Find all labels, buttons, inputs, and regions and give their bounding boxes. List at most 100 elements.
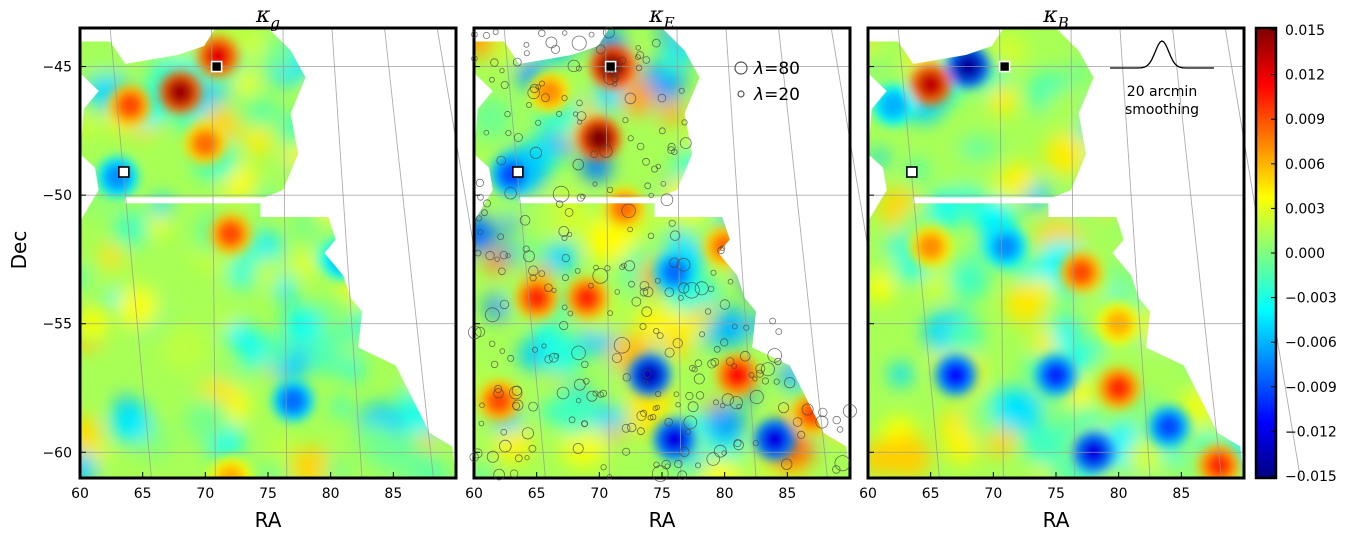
y-tick-label: −60 xyxy=(42,445,72,461)
map-texture-blob xyxy=(777,360,805,388)
peak-circle xyxy=(522,245,530,253)
peak-circle xyxy=(606,474,613,480)
peak-circle xyxy=(631,296,642,307)
map-texture-blob xyxy=(382,291,415,324)
peak-circle xyxy=(482,31,491,40)
peak-circle xyxy=(576,119,583,125)
peak-circle xyxy=(523,41,530,48)
peak-circle xyxy=(556,386,570,400)
peak-circle xyxy=(644,182,652,190)
peak-circle xyxy=(512,57,522,67)
map-texture-blob xyxy=(1064,319,1081,337)
map-texture-blob xyxy=(153,28,195,58)
peak-circle xyxy=(568,416,576,424)
map-texture-blob xyxy=(1141,140,1165,164)
panel-kappa-e: 60 65 70 75 80 85 xyxy=(465,26,907,502)
map-texture-blob xyxy=(398,376,443,421)
peak-circle xyxy=(674,459,683,469)
peak-circle xyxy=(797,430,806,439)
map-texture-blob xyxy=(383,138,423,178)
peak-circle xyxy=(603,70,618,85)
map-texture-blob xyxy=(1182,342,1228,388)
map-hotspot xyxy=(879,91,908,120)
map-hotspot xyxy=(279,386,308,415)
map-texture-blob xyxy=(750,28,778,46)
peak-circle xyxy=(664,287,675,298)
peak-circle xyxy=(612,352,623,363)
peak-circle xyxy=(499,68,505,74)
peak-circle xyxy=(832,415,841,425)
ra-grid-line xyxy=(725,27,757,479)
peak-circle xyxy=(627,422,637,433)
peak-circle xyxy=(606,186,614,194)
x-tick-label: 75 xyxy=(259,486,277,502)
peak-circle xyxy=(710,357,720,367)
map-texture-blob xyxy=(359,122,385,147)
peak-circle xyxy=(527,86,540,100)
peak-circle xyxy=(600,464,607,471)
peak-circle xyxy=(721,450,727,456)
peak-circle xyxy=(475,215,483,222)
map-hotspot xyxy=(216,464,245,478)
colorbar-tick-label: 0.000 xyxy=(1285,246,1325,262)
peak-circle xyxy=(687,401,699,413)
peak-circle xyxy=(481,209,488,217)
peak-circle xyxy=(641,306,652,318)
colorbar-tick-label: −0.006 xyxy=(1285,335,1337,351)
map-texture-blob xyxy=(706,403,746,443)
peak-circle xyxy=(593,264,599,271)
map-texture-blob xyxy=(797,39,829,71)
map-hotspot-halo xyxy=(209,457,252,478)
peak-circle xyxy=(483,129,490,136)
peak-circle xyxy=(778,402,790,414)
map-texture-blob xyxy=(1196,285,1232,321)
peak-circle xyxy=(725,357,735,366)
map-texture-blob xyxy=(1142,317,1174,349)
map-texture-blob xyxy=(411,173,434,195)
x-tick-label: 60 xyxy=(465,486,483,502)
x-tick-label: 60 xyxy=(71,486,89,502)
colorbar-tick-label: 0.015 xyxy=(1285,23,1325,39)
map-hotspot xyxy=(535,78,564,107)
peak-circle xyxy=(474,326,486,337)
peak-circle xyxy=(654,390,662,397)
map-texture-blob xyxy=(1102,260,1126,284)
peak-circle xyxy=(836,426,844,433)
peak-circle xyxy=(471,31,478,38)
peak-circle xyxy=(681,119,688,126)
peak-circle xyxy=(494,256,500,262)
map-hotspot xyxy=(660,258,689,287)
peak-circle xyxy=(574,267,581,274)
peak-circle xyxy=(624,92,637,105)
peak-circle xyxy=(673,391,680,398)
map-texture-blob xyxy=(441,245,456,267)
peak-circle xyxy=(720,402,726,409)
peak-circle xyxy=(538,29,546,37)
peak-circle xyxy=(621,203,636,219)
peak-circle xyxy=(752,440,759,447)
map-texture-blob xyxy=(345,249,380,284)
x-tick-label: 70 xyxy=(984,486,1002,502)
peak-circle xyxy=(614,289,621,295)
map-texture-blob xyxy=(766,220,800,254)
map-texture-blob xyxy=(1093,184,1122,212)
map-texture-blob xyxy=(539,333,584,377)
mask-gap xyxy=(125,197,306,204)
map-texture-blob xyxy=(1152,158,1191,196)
peak-circle xyxy=(660,193,674,207)
map-texture-blob xyxy=(419,328,438,347)
peak-circle xyxy=(691,366,698,373)
map-hotspot xyxy=(191,129,220,158)
map-texture-blob xyxy=(888,362,913,387)
smoothing-kernel-curve xyxy=(1110,40,1214,69)
peak-circle xyxy=(467,325,482,340)
panel-title-kappa-e: κE xyxy=(648,3,674,32)
map-texture-blob xyxy=(117,286,159,328)
peak-circle xyxy=(528,444,537,453)
peak-circle xyxy=(613,337,631,354)
map-texture-blob xyxy=(663,176,710,222)
peak-circle xyxy=(580,193,586,200)
peak-circle xyxy=(499,250,508,260)
peak-circle xyxy=(639,322,647,330)
peak-circle xyxy=(656,332,664,340)
